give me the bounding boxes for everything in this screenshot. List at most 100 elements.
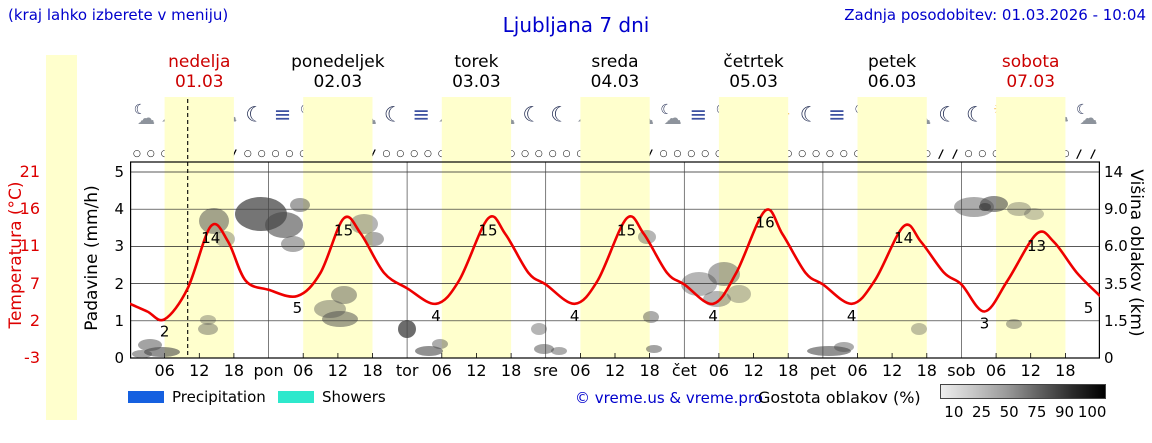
calm-wind-icon: ○ <box>673 149 682 159</box>
x-axis-hour-label: 12 <box>604 361 626 380</box>
temperature-tick: 21 <box>19 162 40 181</box>
calm-wind-icon: ○ <box>410 149 419 159</box>
calm-wind-icon: ○ <box>271 149 280 159</box>
precipitation-tick: 2 <box>114 274 124 293</box>
calm-wind-icon: ○ <box>798 149 807 159</box>
day-header: četrtek 05.03 <box>684 52 824 92</box>
moon-icon: ☾ <box>938 102 958 127</box>
svg-text:5: 5 <box>293 299 303 317</box>
calm-wind-icon: ○ <box>812 149 820 159</box>
day-date: 06.03 <box>867 72 917 92</box>
day-date: 04.03 <box>590 72 640 92</box>
x-axis-hour-label: 06 <box>570 361 591 380</box>
last-update-timestamp: Zadnja posodobitev: 01.03.2026 - 10:04 <box>844 6 1146 24</box>
precipitation-tick: 4 <box>114 200 124 219</box>
x-axis-day-label: sre <box>533 361 558 380</box>
day-name: četrtek <box>723 52 784 72</box>
temperature-tick: 16 <box>19 199 40 219</box>
calm-wind-icon: ○ <box>784 149 793 159</box>
day-name: sreda <box>591 52 639 72</box>
svg-text:4: 4 <box>847 307 857 325</box>
svg-text:14: 14 <box>894 229 913 247</box>
day-header: nedelja 01.03 <box>129 52 269 92</box>
precipitation-axis-ticks: 5 4 3 2 1 0 <box>98 0 124 443</box>
x-axis-hour-label: 06 <box>708 361 730 380</box>
precipitation-tick: 3 <box>114 237 124 256</box>
day-name: ponedeljek <box>291 52 385 72</box>
cloud-height-tick: 1.5 <box>1104 311 1128 330</box>
calm-wind-icon: ○ <box>687 149 696 159</box>
calm-wind-icon: ○ <box>243 149 252 159</box>
calm-wind-icon: ○ <box>548 149 557 159</box>
calm-wind-icon: ○ <box>382 149 391 159</box>
day-date: 03.03 <box>452 72 501 92</box>
day-name: nedelja <box>168 52 231 72</box>
moon-cloud-icon: ☾☁ <box>133 101 156 130</box>
day-header: petek 06.03 <box>822 52 962 92</box>
x-axis-hour-label: 18 <box>1055 361 1076 380</box>
calm-wind-icon: ○ <box>133 149 141 159</box>
moon-icon: ☾ <box>799 102 819 127</box>
calm-wind-icon: ○ <box>507 149 516 159</box>
copyright-link[interactable]: © vreme.us & vreme.pro <box>575 389 763 407</box>
x-axis-hour-label: 12 <box>466 361 487 380</box>
moon-cloud-icon: ☾☁ <box>1076 101 1098 130</box>
calm-wind-icon: ○ <box>825 149 834 159</box>
x-axis-hour-label: 06 <box>293 361 314 380</box>
x-axis-day-label: pon <box>253 361 284 380</box>
showers-legend-label: Showers <box>322 388 386 406</box>
moon-icon: ☾ <box>383 102 403 127</box>
moon-icon: ☾ <box>522 102 542 127</box>
day-name: torek <box>454 52 499 72</box>
x-axis-hour-label: 06 <box>154 361 175 380</box>
svg-text:16: 16 <box>756 214 775 232</box>
svg-text:3: 3 <box>980 315 990 333</box>
temperature-tick: 2 <box>29 310 40 330</box>
density-tick-label: 75 <box>1027 403 1047 421</box>
calm-wind-icon: ○ <box>922 149 931 159</box>
cloud-height-tick: 6.0 <box>1104 237 1128 256</box>
calm-wind-icon: ○ <box>534 149 543 159</box>
moon-icon: ☾ <box>966 102 985 127</box>
x-axis-hour-label: 12 <box>1020 361 1041 380</box>
day-name: sobota <box>1001 52 1060 72</box>
x-axis-hour-label: 06 <box>431 361 452 380</box>
left-highlight-strip <box>46 55 77 420</box>
cloud-height-tick: 14 <box>1104 163 1124 181</box>
x-axis-day-label: pet <box>809 361 836 380</box>
x-axis-hour-label: 12 <box>189 361 210 380</box>
svg-text:13: 13 <box>1027 237 1046 255</box>
x-axis-hour-label: 18 <box>778 361 799 380</box>
day-date: 07.03 <box>1006 72 1056 92</box>
svg-text:2: 2 <box>160 322 170 340</box>
precipitation-tick: 0 <box>114 349 124 367</box>
day-date: 01.03 <box>174 72 224 92</box>
x-axis-day-label: čet <box>671 361 697 380</box>
svg-text:15: 15 <box>334 222 353 240</box>
svg-text:4: 4 <box>431 307 441 325</box>
page-title: Ljubljana 7 dni <box>502 13 650 37</box>
x-axis-hour-label: 18 <box>223 361 245 380</box>
x-axis-hour-label: 12 <box>327 361 349 380</box>
calm-wind-icon: ○ <box>396 149 405 159</box>
svg-text:15: 15 <box>478 222 497 240</box>
day-header: sreda 04.03 <box>545 52 685 92</box>
cloud-height-tick: 0 <box>1104 349 1114 367</box>
precipitation-legend-label: Precipitation <box>172 388 266 406</box>
calm-wind-icon: ○ <box>285 149 294 159</box>
density-tick-label: 100 <box>1077 403 1107 421</box>
day-date: 05.03 <box>729 72 778 92</box>
moon-icon: ☾ <box>245 102 265 127</box>
temperature-tick: 11 <box>19 236 40 256</box>
cloud-height-axis-ticks: 14 9.0 6.0 3.5 1.5 0 <box>1104 0 1150 443</box>
calm-wind-icon: ○ <box>424 149 432 159</box>
calm-wind-icon: ○ <box>659 149 668 159</box>
precipitation-tick: 5 <box>114 163 124 181</box>
svg-text:4: 4 <box>570 307 580 325</box>
svg-text:14: 14 <box>201 229 220 247</box>
calm-wind-icon: ○ <box>257 149 266 159</box>
cloud-density-gradient <box>940 384 1106 399</box>
location-hint: (kraj lahko izberete v meniju) <box>8 6 229 24</box>
meteogram-chart: 2 14 5 15 4 15 4 15 4 16 4 14 3 13 5 <box>130 97 1100 359</box>
day-header: sobota 07.03 <box>961 52 1101 92</box>
